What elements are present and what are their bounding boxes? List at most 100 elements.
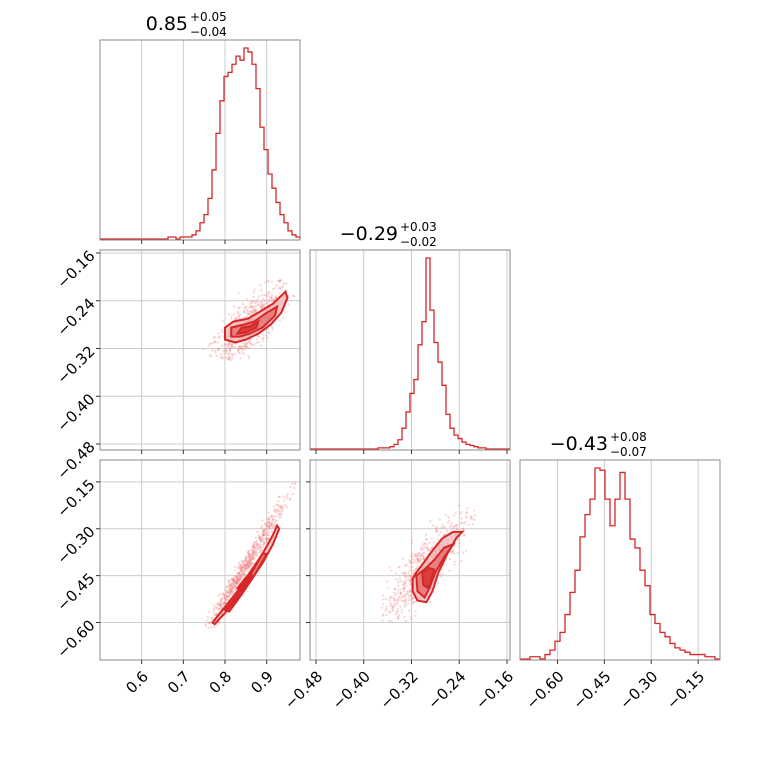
histogram-1 — [310, 257, 510, 450]
sample-point — [251, 552, 254, 555]
sample-point — [267, 537, 270, 540]
sample-point — [224, 593, 228, 597]
sample-point — [278, 516, 282, 519]
sample-point — [396, 603, 399, 606]
sample-point — [246, 564, 249, 567]
sample-point — [277, 495, 281, 499]
sample-point — [257, 536, 261, 539]
sample-point — [409, 579, 413, 582]
sample-point — [403, 593, 406, 596]
sample-point — [219, 603, 223, 606]
sample-point — [250, 343, 253, 346]
sample-point — [239, 357, 242, 360]
sample-point — [253, 555, 256, 558]
sample-point — [239, 576, 242, 579]
sample-point — [408, 569, 411, 572]
sample-point — [204, 624, 207, 627]
sample-point — [407, 599, 411, 602]
sample-point — [233, 565, 237, 569]
sample-point — [247, 569, 250, 573]
sample-point — [255, 298, 259, 301]
sample-point — [411, 569, 414, 572]
sample-point — [243, 568, 247, 571]
sample-point — [409, 560, 413, 564]
sample-point — [251, 550, 255, 553]
sample-point — [277, 509, 280, 512]
sample-point — [247, 564, 250, 568]
sample-point — [252, 557, 255, 560]
sample-point — [414, 610, 417, 613]
sample-point — [285, 495, 288, 498]
sample-point — [255, 543, 259, 546]
sample-point — [272, 525, 275, 528]
sample-point — [227, 357, 231, 360]
sample-point — [223, 593, 226, 597]
sample-point — [417, 557, 420, 560]
sample-point — [248, 560, 251, 563]
sample-point — [261, 530, 265, 533]
sample-point — [242, 316, 245, 319]
sample-point — [237, 572, 240, 575]
sample-point — [238, 306, 242, 309]
sample-point — [256, 542, 259, 546]
sample-point — [390, 569, 393, 572]
sample-point — [235, 579, 238, 582]
x-tick-label-2: −0.15 — [663, 668, 708, 713]
sample-point — [292, 294, 295, 297]
sample-point — [247, 340, 251, 343]
sample-point — [229, 591, 232, 594]
sample-point — [213, 340, 216, 343]
sample-point — [243, 563, 246, 566]
sample-point — [266, 336, 269, 340]
sample-point — [251, 543, 255, 546]
sample-point — [247, 552, 251, 555]
sample-point — [257, 303, 260, 306]
sample-point — [239, 346, 242, 349]
sample-point — [223, 602, 227, 605]
sample-point — [228, 583, 232, 586]
sample-point — [271, 522, 274, 525]
sample-point — [237, 345, 241, 348]
sample-point — [227, 579, 230, 582]
sample-point — [260, 289, 263, 292]
sample-point — [250, 561, 254, 565]
x-tick-label-1: −0.16 — [472, 668, 517, 713]
sample-point — [445, 529, 448, 532]
sample-point — [249, 558, 252, 562]
sample-point — [243, 345, 247, 348]
sample-point — [228, 584, 231, 587]
sample-point — [228, 592, 231, 595]
sample-point — [233, 346, 237, 349]
sample-point — [403, 605, 406, 608]
sample-point — [222, 357, 225, 360]
sample-point — [249, 554, 252, 558]
sample-point — [419, 559, 423, 562]
sample-point — [434, 530, 438, 533]
sample-point — [229, 585, 232, 588]
sample-point — [439, 530, 443, 534]
sample-point — [263, 542, 266, 545]
sample-point — [457, 504, 461, 508]
sample-point — [215, 603, 219, 606]
sample-point — [244, 559, 248, 562]
sample-point — [232, 577, 236, 580]
contour-fill-inner — [422, 567, 435, 589]
sample-point — [218, 607, 221, 610]
sample-point — [219, 593, 222, 596]
sample-point — [416, 559, 420, 563]
sample-point — [442, 573, 445, 576]
sample-point — [214, 613, 217, 616]
sample-point — [242, 309, 246, 313]
sample-point — [409, 598, 412, 602]
sample-point — [415, 561, 418, 564]
sample-point — [271, 518, 274, 522]
sample-point — [389, 610, 392, 614]
sample-point — [208, 610, 211, 614]
sample-point — [465, 514, 468, 518]
sample-point — [254, 308, 257, 312]
sample-point — [410, 561, 414, 564]
sample-point — [243, 571, 246, 574]
sample-point — [233, 352, 237, 356]
sample-point — [247, 567, 250, 570]
sample-point — [265, 539, 268, 543]
